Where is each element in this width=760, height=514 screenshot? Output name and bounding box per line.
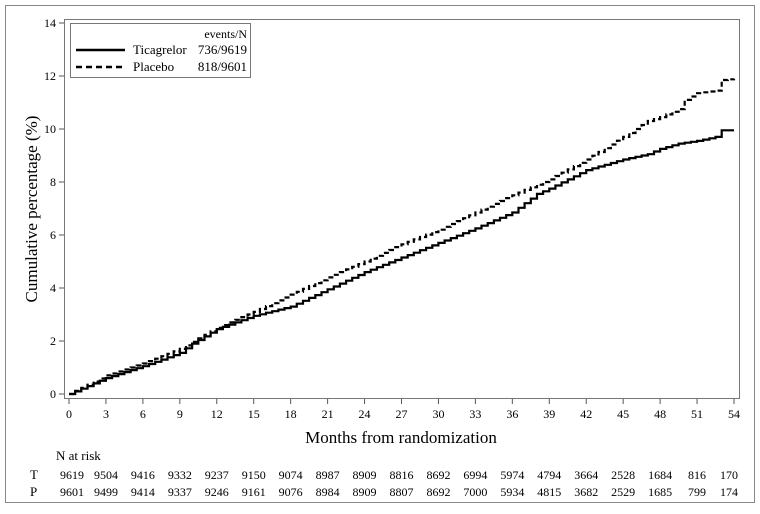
outer-frame bbox=[5, 5, 755, 503]
series-ticagrelor-line bbox=[69, 129, 734, 396]
risk-value: 9601 bbox=[60, 485, 84, 499]
legend-events-ticagrelor: 736/9619 bbox=[198, 42, 247, 57]
x-tick-label: 21 bbox=[322, 407, 334, 421]
x-tick-label: 18 bbox=[285, 407, 297, 421]
risk-value: 816 bbox=[688, 468, 706, 482]
x-tick-label: 0 bbox=[66, 407, 72, 421]
x-tick-label: 15 bbox=[248, 407, 260, 421]
legend-label-ticagrelor: Ticagrelor bbox=[133, 42, 187, 57]
risk-value: 9150 bbox=[242, 468, 266, 482]
risk-value: 1685 bbox=[648, 485, 672, 499]
risk-value: 8807 bbox=[390, 485, 414, 499]
risk-value: 8984 bbox=[316, 485, 340, 499]
y-tick-label: 8 bbox=[50, 175, 56, 189]
plot-area bbox=[64, 19, 740, 399]
risk-value: 9416 bbox=[131, 468, 155, 482]
x-axis-label: Months from randomization bbox=[305, 428, 497, 447]
y-axis-label: Cumulative percentage (%) bbox=[22, 116, 41, 303]
risk-value: 3682 bbox=[574, 485, 598, 499]
x-tick-label: 30 bbox=[432, 407, 444, 421]
risk-value: 9499 bbox=[94, 485, 118, 499]
y-tick-label: 14 bbox=[44, 16, 56, 30]
risk-value: 7000 bbox=[463, 485, 487, 499]
risk-value: 4794 bbox=[537, 468, 561, 482]
risk-value: 8987 bbox=[316, 468, 340, 482]
x-tick-label: 33 bbox=[469, 407, 481, 421]
risk-value: 9337 bbox=[168, 485, 192, 499]
risk-value: 9332 bbox=[168, 468, 192, 482]
risk-value: 8692 bbox=[426, 468, 450, 482]
y-tick-label: 4 bbox=[50, 281, 56, 295]
risk-value: 3664 bbox=[574, 468, 598, 482]
legend-events-placebo: 818/9601 bbox=[198, 59, 247, 74]
risk-value: 4815 bbox=[537, 485, 561, 499]
risk-row-label: P bbox=[30, 484, 37, 499]
risk-value: 9414 bbox=[131, 485, 155, 499]
risk-value: 9504 bbox=[94, 468, 118, 482]
x-tick-label: 36 bbox=[506, 407, 518, 421]
risk-value: 9074 bbox=[279, 468, 303, 482]
x-tick-label: 12 bbox=[211, 407, 223, 421]
risk-value: 8816 bbox=[390, 468, 414, 482]
y-tick-label: 10 bbox=[44, 122, 56, 136]
risk-value: 8692 bbox=[426, 485, 450, 499]
y-tick-label: 2 bbox=[50, 334, 56, 348]
legend-label-placebo: Placebo bbox=[133, 59, 174, 74]
series-placebo-line bbox=[69, 78, 736, 396]
risk-value: 5974 bbox=[500, 468, 524, 482]
risk-value: 174 bbox=[720, 485, 738, 499]
risk-value: 2528 bbox=[611, 468, 635, 482]
legend-header: events/N bbox=[204, 27, 247, 41]
risk-value: 9246 bbox=[205, 485, 229, 499]
x-tick-label: 39 bbox=[543, 407, 555, 421]
risk-row-label: T bbox=[30, 467, 38, 482]
risk-value: 9076 bbox=[279, 485, 303, 499]
risk-value: 9619 bbox=[60, 468, 84, 482]
risk-value: 8909 bbox=[353, 485, 377, 499]
x-tick-label: 6 bbox=[140, 407, 146, 421]
risk-value: 799 bbox=[688, 485, 706, 499]
x-tick-label: 45 bbox=[617, 407, 629, 421]
x-tick-label: 42 bbox=[580, 407, 592, 421]
risk-value: 5934 bbox=[500, 485, 524, 499]
x-tick-label: 9 bbox=[177, 407, 183, 421]
risk-value: 6994 bbox=[463, 468, 487, 482]
risk-value: 8909 bbox=[353, 468, 377, 482]
risk-value: 1684 bbox=[648, 468, 672, 482]
risk-table-title: N at risk bbox=[56, 448, 101, 463]
risk-value: 170 bbox=[720, 468, 738, 482]
x-tick-label: 24 bbox=[359, 407, 371, 421]
y-tick-label: 6 bbox=[50, 228, 56, 242]
y-tick-label: 12 bbox=[44, 69, 56, 83]
y-tick-label: 0 bbox=[50, 387, 56, 401]
x-tick-label: 3 bbox=[103, 407, 109, 421]
x-tick-label: 48 bbox=[654, 407, 666, 421]
risk-value: 9237 bbox=[205, 468, 229, 482]
x-tick-label: 54 bbox=[728, 407, 740, 421]
risk-value: 2529 bbox=[611, 485, 635, 499]
legend: events/N Ticagrelor 736/9619 Placebo 818… bbox=[70, 23, 251, 78]
x-tick-label: 27 bbox=[396, 407, 408, 421]
risk-value: 9161 bbox=[242, 485, 266, 499]
x-tick-label: 51 bbox=[691, 407, 703, 421]
